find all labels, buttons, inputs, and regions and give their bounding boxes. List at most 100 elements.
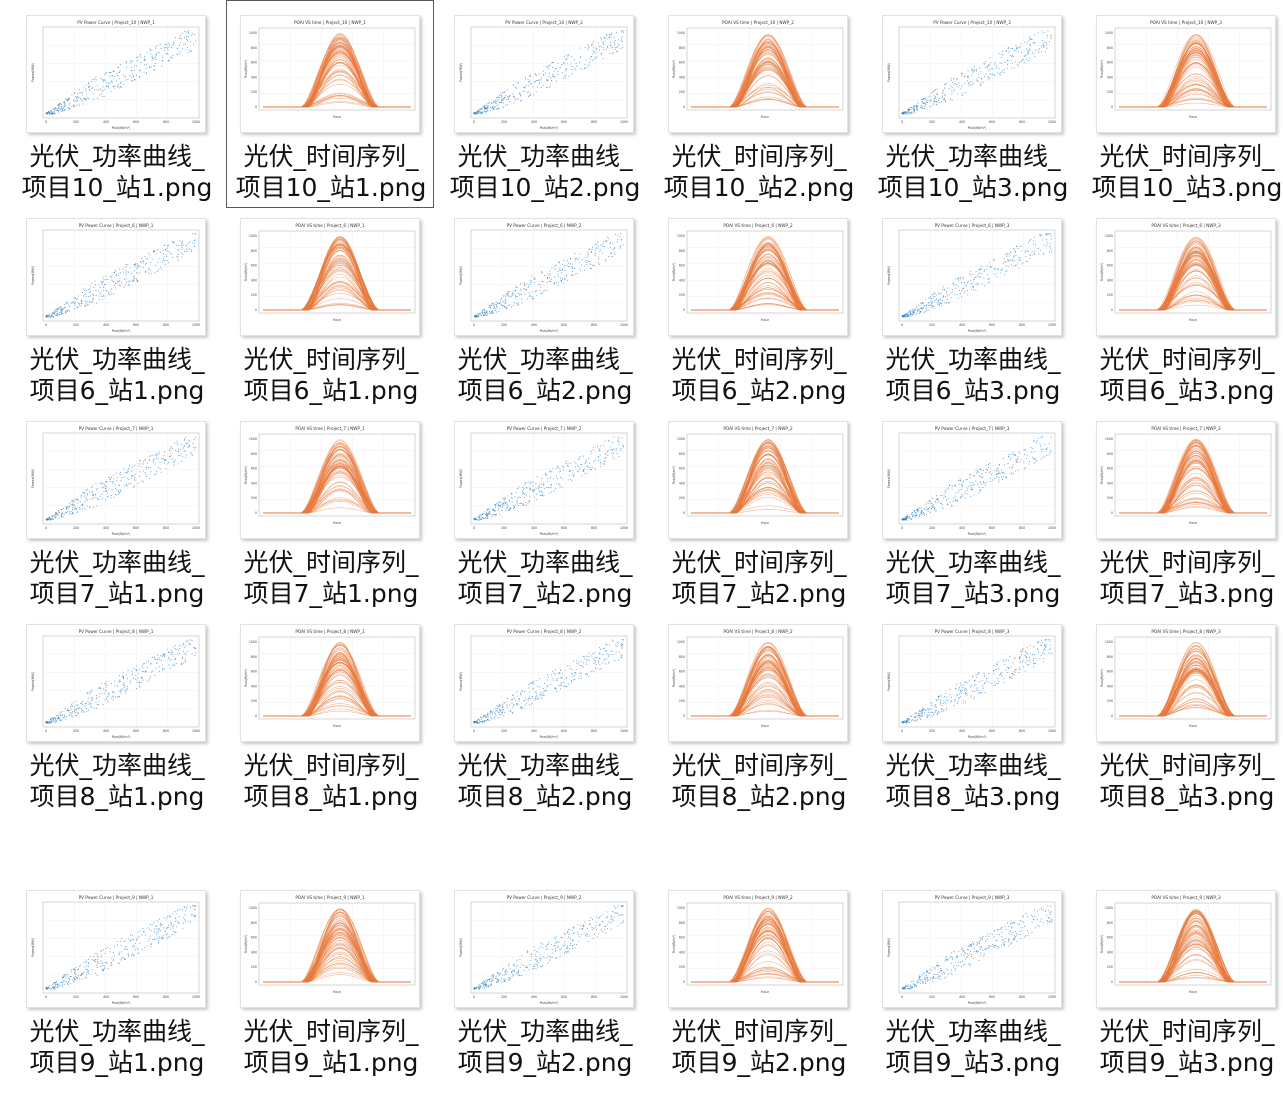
thumbnail-chart-title: POAI VS time | Project_6 | NWP_1: [295, 223, 365, 228]
file-name-label[interactable]: 光伏_时间序列_ 项目9_站2.png: [671, 1017, 847, 1077]
file-name-label[interactable]: 光伏_功率曲线_ 项目8_站3.png: [885, 751, 1061, 811]
file-item[interactable]: PV Power Curve | Project_6 | NWP_2 0 200 40…: [440, 203, 648, 411]
file-item[interactable]: POAI VS time | Project_8 | NWP_2 0 200 400 6…: [654, 609, 862, 817]
file-thumbnail[interactable]: POAI VS time | Project_7 | NWP_3 0 200 400 6…: [1096, 421, 1276, 539]
file-name-label[interactable]: 光伏_功率曲线_ 项目7_站1.png: [29, 548, 205, 608]
file-thumbnail[interactable]: POAI VS time | Project_8 | NWP_3 0 200 400 6…: [1096, 624, 1276, 742]
file-name-label[interactable]: 光伏_时间序列_ 项目6_站2.png: [671, 345, 847, 405]
file-item[interactable]: PV Power Curve | Project_10 | NWP_3 0 200 4…: [868, 0, 1076, 208]
file-item[interactable]: PV Power Curve | Project_7 | NWP_3 0 200 40…: [868, 406, 1076, 614]
file-thumbnail[interactable]: POAI VS time | Project_10 | NWP_1 0 200 400…: [240, 15, 420, 133]
file-thumbnail[interactable]: PV Power Curve | Project_8 | NWP_1 0 200 40…: [26, 624, 206, 742]
file-item[interactable]: POAI VS time | Project_6 | NWP_1 0 200 400 6…: [226, 203, 434, 411]
file-name-label[interactable]: 光伏_时间序列_ 项目10_站1.png: [235, 142, 427, 202]
file-name-label[interactable]: 光伏_功率曲线_ 项目6_站1.png: [29, 345, 205, 405]
file-thumbnail[interactable]: POAI VS time | Project_10 | NWP_2 0 200 400…: [668, 15, 848, 133]
file-thumbnail[interactable]: PV Power Curve | Project_10 | NWP_3 0 200 4…: [882, 15, 1062, 133]
file-thumbnail[interactable]: PV Power Curve | Project_7 | NWP_2 0 200 40…: [454, 421, 634, 539]
file-name-label[interactable]: 光伏_功率曲线_ 项目10_站1.png: [21, 142, 213, 202]
file-item[interactable]: POAI VS time | Project_8 | NWP_1 0 200 400 6…: [226, 609, 434, 817]
file-name-label[interactable]: 光伏_功率曲线_ 项目6_站2.png: [457, 345, 633, 405]
file-name-label[interactable]: 光伏_时间序列_ 项目7_站1.png: [243, 548, 419, 608]
y-tick-label: 600: [679, 936, 685, 940]
file-name-label[interactable]: 光伏_功率曲线_ 项目6_站3.png: [885, 345, 1061, 405]
scatter-points: [473, 639, 624, 724]
file-thumbnail[interactable]: PV Power Curve | Project_10 | NWP_2 0 200 4…: [454, 15, 634, 133]
file-name-label[interactable]: 光伏_时间序列_ 项目10_站2.png: [663, 142, 855, 202]
file-thumbnail[interactable]: PV Power Curve | Project_8 | NWP_2 0 200 40…: [454, 624, 634, 742]
file-thumbnail[interactable]: POAI VS time | Project_9 | NWP_2 0 200 400 6…: [668, 890, 848, 1008]
file-item[interactable]: PV Power Curve | Project_6 | NWP_3 0 200 40…: [868, 203, 1076, 411]
x-axis-label: Hour: [761, 990, 770, 994]
file-name-label[interactable]: 光伏_时间序列_ 项目8_站1.png: [243, 751, 419, 811]
file-item[interactable]: PV Power Curve | Project_7 | NWP_1 0 200 40…: [12, 406, 220, 614]
file-item[interactable]: POAI VS time | Project_6 | NWP_2 0 200 400 6…: [654, 203, 862, 411]
file-name-label[interactable]: 光伏_时间序列_ 项目8_站2.png: [671, 751, 847, 811]
file-thumbnail[interactable]: POAI VS time | Project_7 | NWP_2 0 200 400 6…: [668, 421, 848, 539]
file-item[interactable]: PV Power Curve | Project_8 | NWP_3 0 200 40…: [868, 609, 1076, 817]
file-name-label[interactable]: 光伏_功率曲线_ 项目7_站2.png: [457, 548, 633, 608]
file-thumbnail[interactable]: PV Power Curve | Project_6 | NWP_3 0 200 40…: [882, 218, 1062, 336]
file-item[interactable]: PV Power Curve | Project_9 | NWP_2 0 200 40…: [440, 875, 648, 1083]
file-thumbnail[interactable]: PV Power Curve | Project_6 | NWP_1 0 200 40…: [26, 218, 206, 336]
file-name-label[interactable]: 光伏_功率曲线_ 项目9_站2.png: [457, 1017, 633, 1077]
file-item[interactable]: POAI VS time | Project_10 | NWP_3 0 200 400…: [1082, 0, 1283, 208]
file-name-label[interactable]: 光伏_功率曲线_ 项目10_站3.png: [877, 142, 1069, 202]
file-item[interactable]: PV Power Curve | Project_9 | NWP_3 0 200 40…: [868, 875, 1076, 1083]
file-thumbnail[interactable]: PV Power Curve | Project_7 | NWP_1 0 200 40…: [26, 421, 206, 539]
thumbnail-chart: POAI VS time | Project_10 | NWP_2 0 200 400…: [672, 20, 844, 119]
file-item[interactable]: POAI VS time | Project_7 | NWP_1 0 200 400 6…: [226, 406, 434, 614]
file-thumbnail[interactable]: POAI VS time | Project_8 | NWP_1 0 200 400 6…: [240, 624, 420, 742]
file-name-label[interactable]: 光伏_时间序列_ 项目9_站1.png: [243, 1017, 419, 1077]
file-item[interactable]: POAI VS time | Project_10 | NWP_2 0 200 400…: [654, 0, 862, 208]
file-thumbnail[interactable]: POAI VS time | Project_7 | NWP_1 0 200 400 6…: [240, 421, 420, 539]
file-thumbnail[interactable]: POAI VS time | Project_6 | NWP_3 0 200 400 6…: [1096, 218, 1276, 336]
file-name-label[interactable]: 光伏_功率曲线_ 项目9_站1.png: [29, 1017, 205, 1077]
file-name-label[interactable]: 光伏_功率曲线_ 项目9_站3.png: [885, 1017, 1061, 1077]
file-thumbnail[interactable]: PV Power Curve | Project_6 | NWP_2 0 200 40…: [454, 218, 634, 336]
file-item[interactable]: POAI VS time | Project_10 | NWP_1 0 200 400…: [226, 0, 434, 208]
file-thumbnail[interactable]: POAI VS time | Project_9 | NWP_3 0 200 400 6…: [1096, 890, 1276, 1008]
file-thumbnail[interactable]: PV Power Curve | Project_9 | NWP_1 0 200 40…: [26, 890, 206, 1008]
thumbnail-chart-title: PV Power Curve | Project_7 | NWP_2: [507, 426, 582, 431]
file-item[interactable]: PV Power Curve | Project_8 | NWP_1 0 200 40…: [12, 609, 220, 817]
file-thumbnail[interactable]: PV Power Curve | Project_9 | NWP_2 0 200 40…: [454, 890, 634, 1008]
file-thumbnail[interactable]: PV Power Curve | Project_10 | NWP_1 0 200 4…: [26, 15, 206, 133]
file-name-label[interactable]: 光伏_时间序列_ 项目6_站1.png: [243, 345, 419, 405]
file-item[interactable]: PV Power Curve | Project_7 | NWP_2 0 200 40…: [440, 406, 648, 614]
file-thumbnail[interactable]: POAI VS time | Project_6 | NWP_2 0 200 400 6…: [668, 218, 848, 336]
file-item[interactable]: POAI VS time | Project_8 | NWP_3 0 200 400 6…: [1082, 609, 1283, 817]
file-name-label[interactable]: 光伏_时间序列_ 项目6_站3.png: [1099, 345, 1275, 405]
file-name-label[interactable]: 光伏_功率曲线_ 项目8_站1.png: [29, 751, 205, 811]
file-thumbnail[interactable]: POAI VS time | Project_8 | NWP_2 0 200 400 6…: [668, 624, 848, 742]
file-item[interactable]: PV Power Curve | Project_6 | NWP_1 0 200 40…: [12, 203, 220, 411]
file-item[interactable]: POAI VS time | Project_6 | NWP_3 0 200 400 6…: [1082, 203, 1283, 411]
file-item[interactable]: PV Power Curve | Project_8 | NWP_2 0 200 40…: [440, 609, 648, 817]
file-item[interactable]: PV Power Curve | Project_10 | NWP_1 0 200 4…: [12, 0, 220, 208]
file-thumbnail[interactable]: POAI VS time | Project_6 | NWP_1 0 200 400 6…: [240, 218, 420, 336]
plot-frame: [258, 636, 416, 720]
file-item[interactable]: POAI VS time | Project_7 | NWP_3 0 200 400 6…: [1082, 406, 1283, 614]
y-tick-label: 0: [683, 308, 685, 312]
file-name-label[interactable]: 光伏_时间序列_ 项目9_站3.png: [1099, 1017, 1275, 1077]
file-name-label[interactable]: 光伏_时间序列_ 项目7_站2.png: [671, 548, 847, 608]
file-name-label[interactable]: 光伏_时间序列_ 项目8_站3.png: [1099, 751, 1275, 811]
file-name-label[interactable]: 光伏_功率曲线_ 项目8_站2.png: [457, 751, 633, 811]
file-item[interactable]: PV Power Curve | Project_9 | NWP_1 0 200 40…: [12, 875, 220, 1083]
file-item[interactable]: POAI VS time | Project_9 | NWP_1 0 200 400 6…: [226, 875, 434, 1083]
file-item[interactable]: POAI VS time | Project_9 | NWP_3 0 200 400 6…: [1082, 875, 1283, 1083]
file-thumbnail[interactable]: PV Power Curve | Project_9 | NWP_3 0 200 40…: [882, 890, 1062, 1008]
file-thumbnail[interactable]: POAI VS time | Project_9 | NWP_1 0 200 400 6…: [240, 890, 420, 1008]
file-name-label[interactable]: 光伏_时间序列_ 项目7_站3.png: [1099, 548, 1275, 608]
y-tick-label: 200: [1107, 90, 1113, 94]
file-thumbnail[interactable]: PV Power Curve | Project_7 | NWP_3 0 200 40…: [882, 421, 1062, 539]
file-name-label[interactable]: 光伏_功率曲线_ 项目10_站2.png: [449, 142, 641, 202]
file-thumbnail[interactable]: POAI VS time | Project_10 | NWP_3 0 200 400…: [1096, 15, 1276, 133]
file-item[interactable]: PV Power Curve | Project_10 | NWP_2 0 200 4…: [440, 0, 648, 208]
file-item[interactable]: POAI VS time | Project_7 | NWP_2 0 200 400 6…: [654, 406, 862, 614]
file-name-label[interactable]: 光伏_时间序列_ 项目10_站3.png: [1091, 142, 1283, 202]
file-thumbnail[interactable]: PV Power Curve | Project_8 | NWP_3 0 200 40…: [882, 624, 1062, 742]
file-item[interactable]: POAI VS time | Project_9 | NWP_2 0 200 400 6…: [654, 875, 862, 1083]
file-name-label[interactable]: 光伏_功率曲线_ 项目7_站3.png: [885, 548, 1061, 608]
thumbnail-chart-title: PV Power Curve | Project_6 | NWP_1: [79, 223, 154, 228]
